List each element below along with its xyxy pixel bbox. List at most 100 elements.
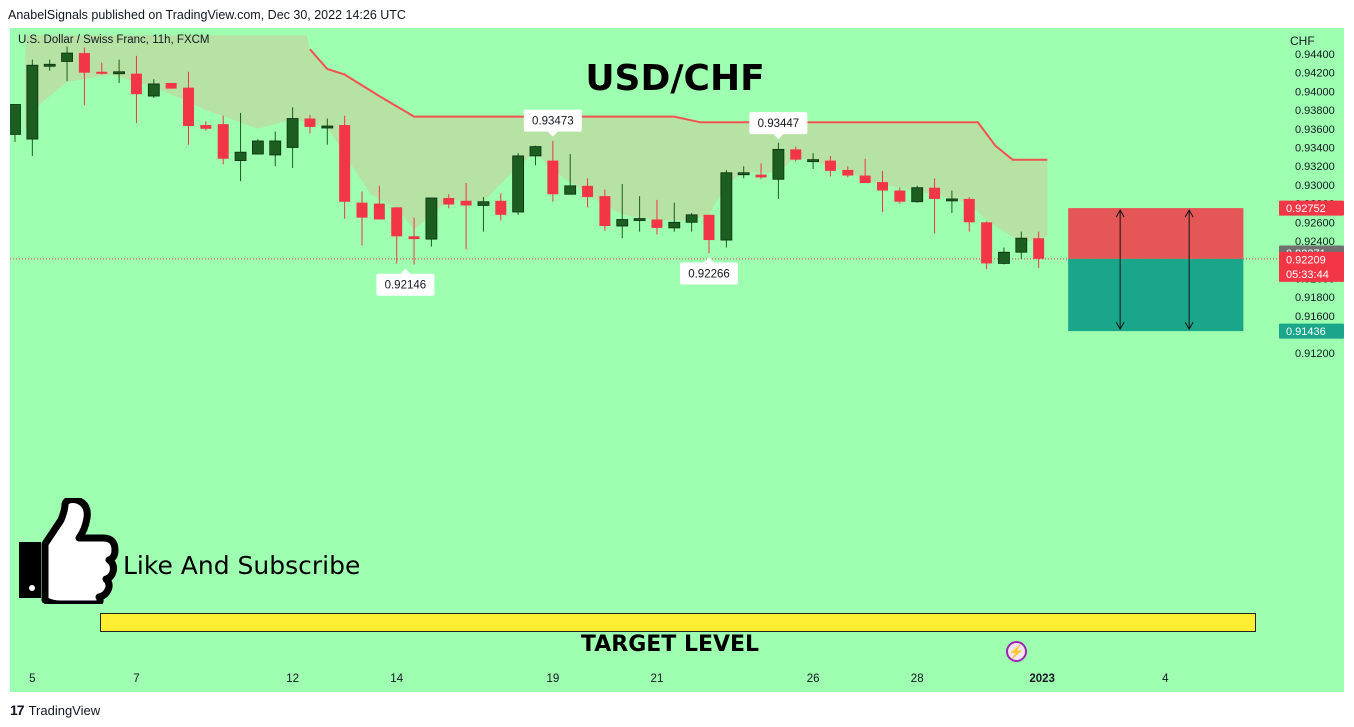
price-callout-pointer — [704, 257, 714, 263]
x-tick-label: 4 — [1162, 673, 1169, 685]
y-tick-label: 0.94000 — [1295, 86, 1335, 98]
target-level-bar — [100, 613, 1256, 632]
bear-candle — [217, 124, 229, 159]
symbol-label[interactable]: U.S. Dollar / Swiss Franc, 11h, FXCM — [18, 34, 210, 46]
bear-candle — [824, 160, 836, 171]
bull-candle — [1015, 237, 1028, 253]
bull-candle — [529, 146, 542, 157]
bull-candle — [10, 104, 21, 135]
bear-candle — [547, 160, 559, 195]
bear-candle — [373, 203, 385, 220]
price-badge-label: 0.92752 — [1286, 203, 1326, 215]
bear-candle — [96, 71, 108, 74]
y-tick-label: 0.91200 — [1295, 348, 1335, 360]
price-callout-label: 0.93473 — [532, 116, 574, 128]
x-tick-label: 26 — [807, 673, 820, 685]
bull-candle — [512, 155, 525, 213]
bull-candle — [234, 151, 247, 161]
bull-candle — [26, 64, 39, 140]
bull-candle — [946, 198, 958, 202]
price-callout-pointer — [773, 134, 784, 140]
bear-candle — [842, 169, 854, 176]
y-tick-label: 0.94400 — [1295, 49, 1335, 61]
y-tick-label: 0.93000 — [1295, 180, 1335, 192]
bear-candle — [339, 125, 351, 202]
bear-candle — [356, 202, 368, 218]
bull-candle — [807, 159, 819, 163]
price-callout — [523, 109, 582, 132]
x-tick-label: 12 — [286, 673, 299, 685]
bear-candle — [130, 73, 142, 95]
x-tick-label: 14 — [390, 673, 403, 685]
price-callout-pointer — [400, 268, 411, 274]
bear-candle — [1033, 238, 1045, 259]
price-badge — [1279, 323, 1344, 339]
arrow-down-icon — [1115, 321, 1125, 331]
y-tick-label: 0.91800 — [1295, 292, 1335, 304]
bull-candle — [633, 218, 646, 221]
bear-candle — [703, 214, 715, 241]
y-tick-label: 0.93200 — [1295, 161, 1335, 173]
bear-candle — [183, 87, 194, 126]
bull-candle — [685, 214, 698, 223]
arrow-up-icon — [1115, 209, 1125, 218]
currency-label: CHF — [1290, 34, 1315, 48]
bear-candle — [894, 190, 906, 202]
bull-candle — [477, 201, 490, 206]
arrow-down-icon — [1184, 321, 1194, 331]
footer-brand-text: TradingView — [28, 702, 101, 718]
price-badge-label: 0.92209 — [1286, 254, 1326, 266]
like-subscribe-text: Like And Subscribe — [123, 551, 361, 580]
bear-candle — [582, 185, 594, 198]
price-callout — [680, 262, 738, 285]
arrow-up-icon — [1184, 209, 1194, 218]
bear-candle — [165, 82, 177, 89]
bear-candle — [929, 187, 941, 199]
bull-candle — [321, 125, 334, 129]
bull-candle — [772, 148, 785, 180]
lightning-icon[interactable]: ⚡ — [1006, 641, 1027, 662]
y-tick-label: 0.92400 — [1295, 236, 1335, 248]
x-tick-label: 2023 — [1029, 673, 1055, 685]
publisher-line: AnabelSignals published on TradingView.c… — [8, 8, 406, 22]
y-tick-label: 0.94200 — [1295, 68, 1335, 80]
bull-candle — [616, 219, 629, 227]
bull-candle — [286, 118, 299, 148]
bull-candle — [564, 185, 577, 195]
bull-candle — [147, 83, 160, 97]
y-tick-label: 0.92600 — [1295, 217, 1335, 229]
bear-candle — [599, 196, 611, 227]
bull-candle — [998, 251, 1010, 264]
take-profit-zone — [1068, 258, 1244, 332]
x-tick-label: 28 — [911, 673, 924, 685]
bull-candle — [61, 52, 73, 62]
bull-candle — [425, 197, 438, 240]
bear-candle — [78, 53, 90, 73]
bull-candle — [668, 221, 681, 229]
y-tick-label: 0.93400 — [1295, 143, 1335, 155]
price-badge — [1279, 200, 1344, 216]
bull-candle — [737, 172, 750, 176]
thumbs-up-icon — [19, 498, 119, 604]
bear-candle — [443, 197, 455, 205]
bear-candle — [651, 219, 663, 228]
y-tick-label: 0.91600 — [1295, 311, 1335, 323]
bull-candle — [43, 63, 56, 67]
bull-candle — [251, 140, 264, 155]
chart-title: USD/CHF — [585, 58, 765, 99]
supertrend-line — [309, 48, 1048, 161]
target-level-label: TARGET LEVEL — [580, 632, 760, 657]
bull-candle — [911, 187, 924, 203]
trend-cloud — [25, 35, 1048, 243]
plot-layer: 0.93473 0.93447 0.92146 0.92266 — [10, 35, 1278, 332]
countdown-label: 05:33:44 — [1286, 269, 1329, 281]
price-callout-label: 0.93447 — [758, 118, 800, 130]
bull-candle — [113, 71, 125, 75]
bear-candle — [790, 149, 802, 160]
tradingview-logo-icon: 17 — [10, 702, 25, 718]
bull-candle — [269, 140, 282, 156]
footer-brand[interactable]: 17 TradingView — [10, 702, 100, 718]
bear-candle — [963, 198, 975, 223]
price-callout — [376, 273, 435, 296]
